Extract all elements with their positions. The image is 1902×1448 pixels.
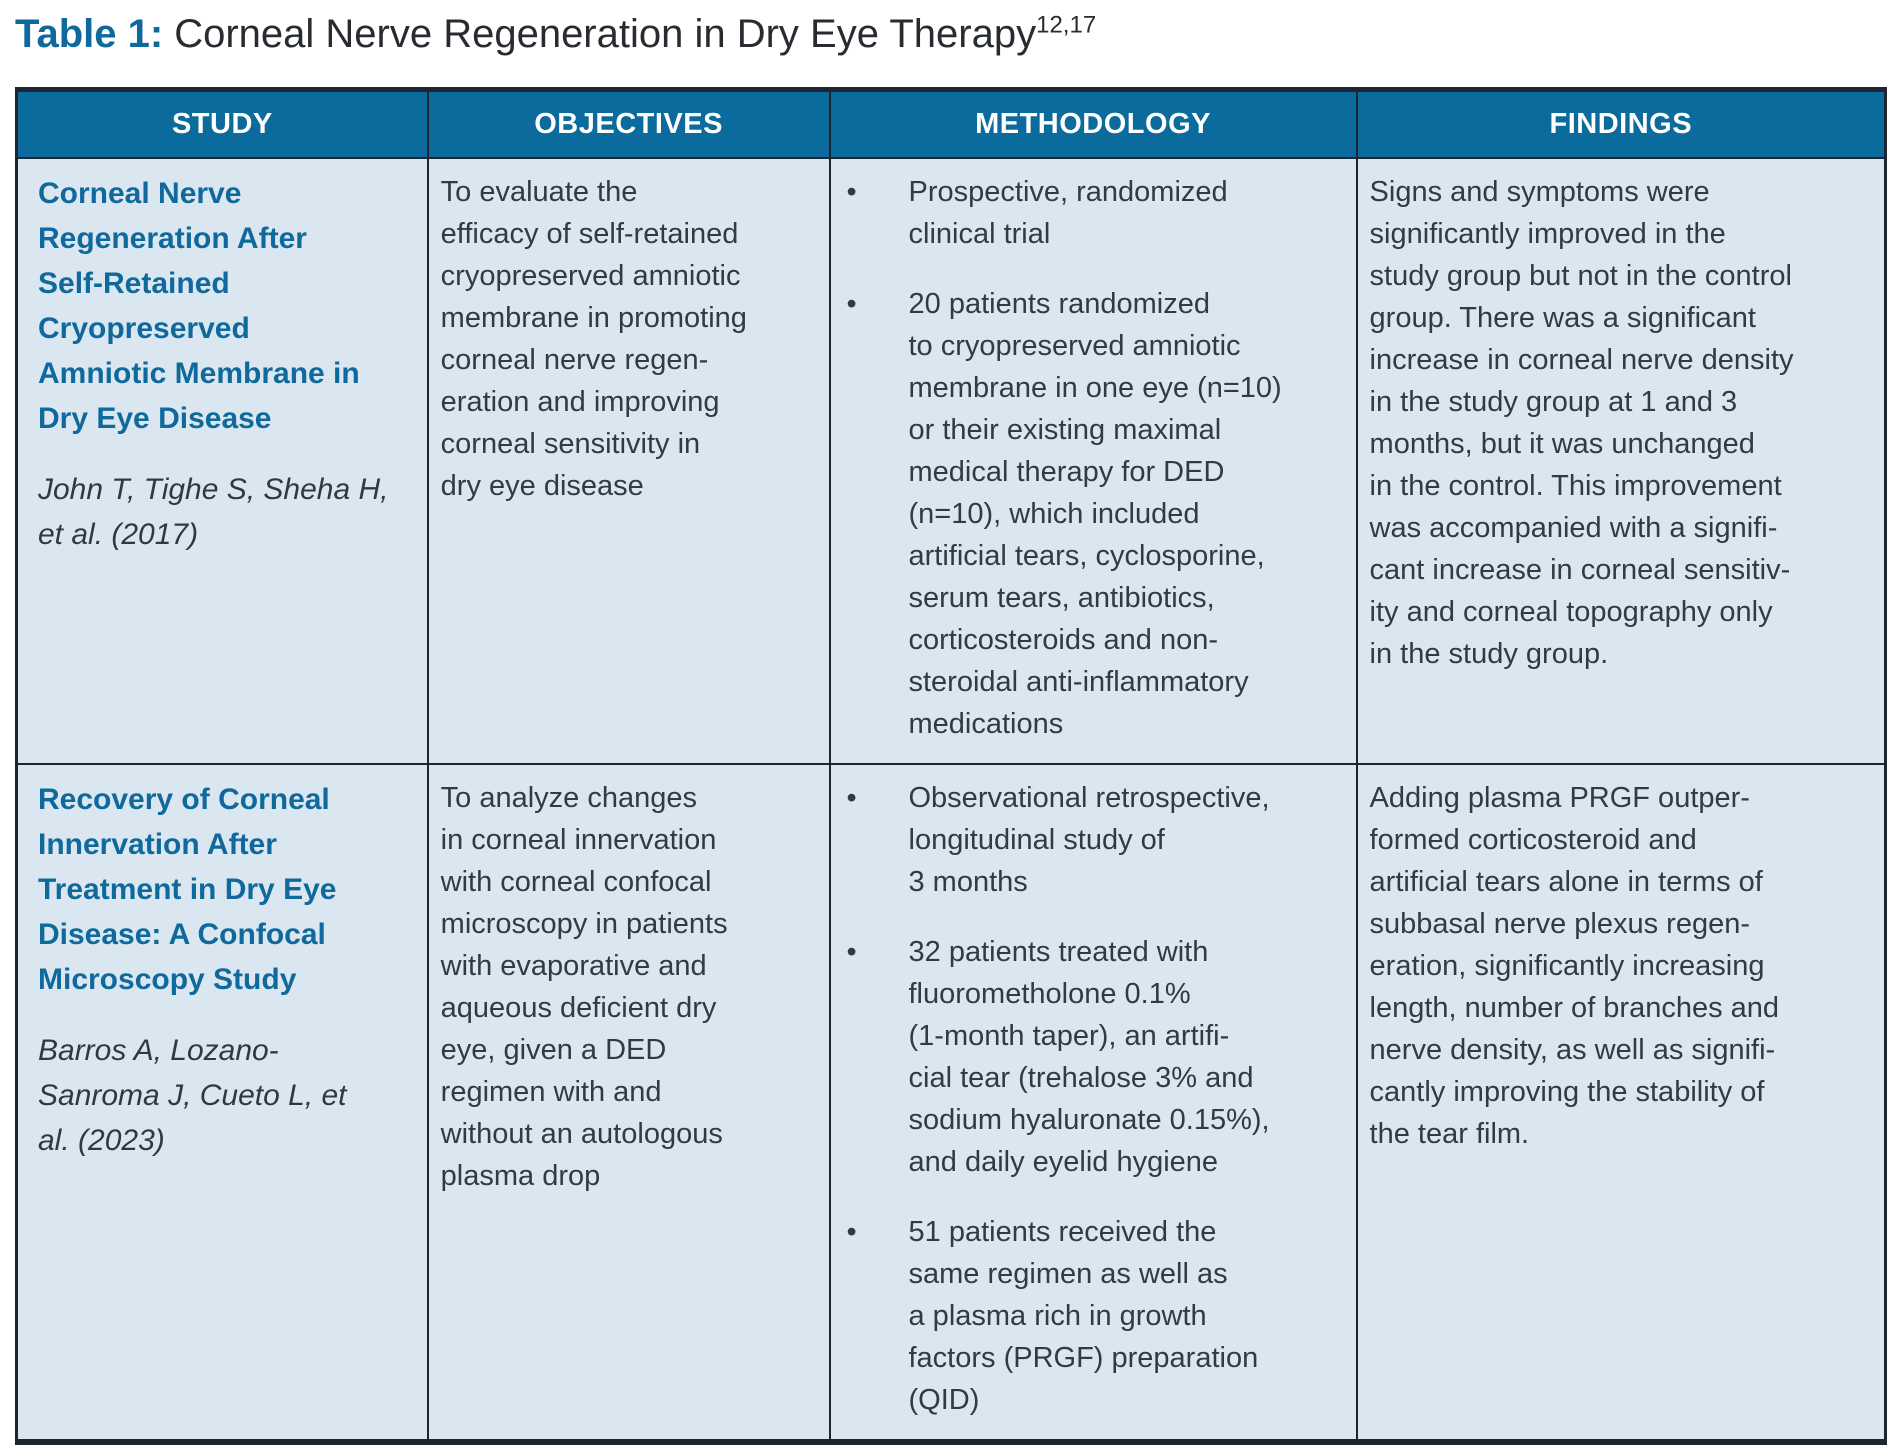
study-cell-row2: Recovery of Corneal Innervation After Tr… — [15, 762, 429, 1443]
study-cell-row1: Corneal Nerve Regeneration After Self-Re… — [15, 156, 429, 765]
table-caption-reference-numbers: 12,17 — [1036, 11, 1097, 39]
findings-text: Signs and symptoms were significantly im… — [1369, 175, 1794, 670]
bullet-icon: • — [846, 935, 857, 968]
methodology-cell-row2: • Observational retrospective, longitudi… — [828, 762, 1358, 1443]
table-row: Corneal Nerve Regeneration After Self-Re… — [15, 156, 1887, 765]
list-item: • 51 patients received the same regimen … — [843, 1211, 1342, 1421]
bullet-icon: • — [846, 1215, 857, 1248]
list-item: • Observational retrospective, longitudi… — [843, 777, 1342, 903]
study-authors: Barros A, Lozano- Sanroma J, Cueto L, et… — [38, 1033, 347, 1157]
methodology-bullet-text: Observational retrospective, longitudina… — [908, 781, 1270, 898]
methodology-bullet-text: 51 patients received the same regimen as… — [908, 1215, 1259, 1416]
list-item: • Prospective, randomized clinical trial — [843, 171, 1342, 255]
findings-text: Adding plasma PRGF outper- formed cortic… — [1369, 781, 1780, 1150]
findings-cell-row2: Adding plasma PRGF outper- formed cortic… — [1355, 762, 1887, 1443]
bullet-icon: • — [846, 287, 857, 320]
column-header-findings: FINDINGS — [1355, 88, 1887, 159]
column-header-study: STUDY — [15, 88, 429, 159]
objectives-text: To analyze changes in corneal innervatio… — [440, 781, 728, 1192]
table-caption-text: Corneal Nerve Regeneration in Dry Eye Th… — [174, 12, 1037, 56]
table-caption: Table 1: Corneal Nerve Regeneration in Dr… — [15, 8, 1887, 60]
list-item: • 20 patients randomized to cryopreserve… — [843, 283, 1342, 745]
column-header-methodology: METHODOLOGY — [828, 88, 1358, 159]
methodology-bullet-text: Prospective, randomized clinical trial — [908, 175, 1228, 250]
table-header-row: STUDY OBJECTIVES METHODOLOGY FINDINGS — [15, 88, 1887, 159]
study-title: Corneal Nerve Regeneration After Self-Re… — [38, 176, 360, 435]
findings-cell-row1: Signs and symptoms were significantly im… — [1355, 156, 1887, 765]
objectives-cell-row1: To evaluate the efficacy of self-retaine… — [426, 156, 831, 765]
objectives-text: To evaluate the efficacy of self-retaine… — [440, 175, 747, 502]
methodology-cell-row1: • Prospective, randomized clinical trial… — [828, 156, 1358, 765]
methodology-bullet-text: 32 patients treated with fluorometholone… — [908, 935, 1270, 1178]
bullet-icon: • — [846, 781, 857, 814]
list-item: • 32 patients treated with fluorometholo… — [843, 931, 1342, 1183]
studies-table: STUDY OBJECTIVES METHODOLOGY FINDINGS Co… — [15, 87, 1887, 1445]
table-row: Recovery of Corneal Innervation After Tr… — [15, 762, 1887, 1443]
bullet-icon: • — [846, 175, 857, 208]
objectives-cell-row2: To analyze changes in corneal innervatio… — [426, 762, 831, 1443]
study-authors: John T, Tighe S, Sheha H, et al. (2017) — [38, 472, 389, 551]
column-header-objectives: OBJECTIVES — [426, 88, 831, 159]
table-caption-label: Table 1: — [15, 12, 164, 56]
methodology-bullet-text: 20 patients randomized to cryopreserved … — [908, 287, 1282, 740]
study-title: Recovery of Corneal Innervation After Tr… — [38, 782, 337, 996]
